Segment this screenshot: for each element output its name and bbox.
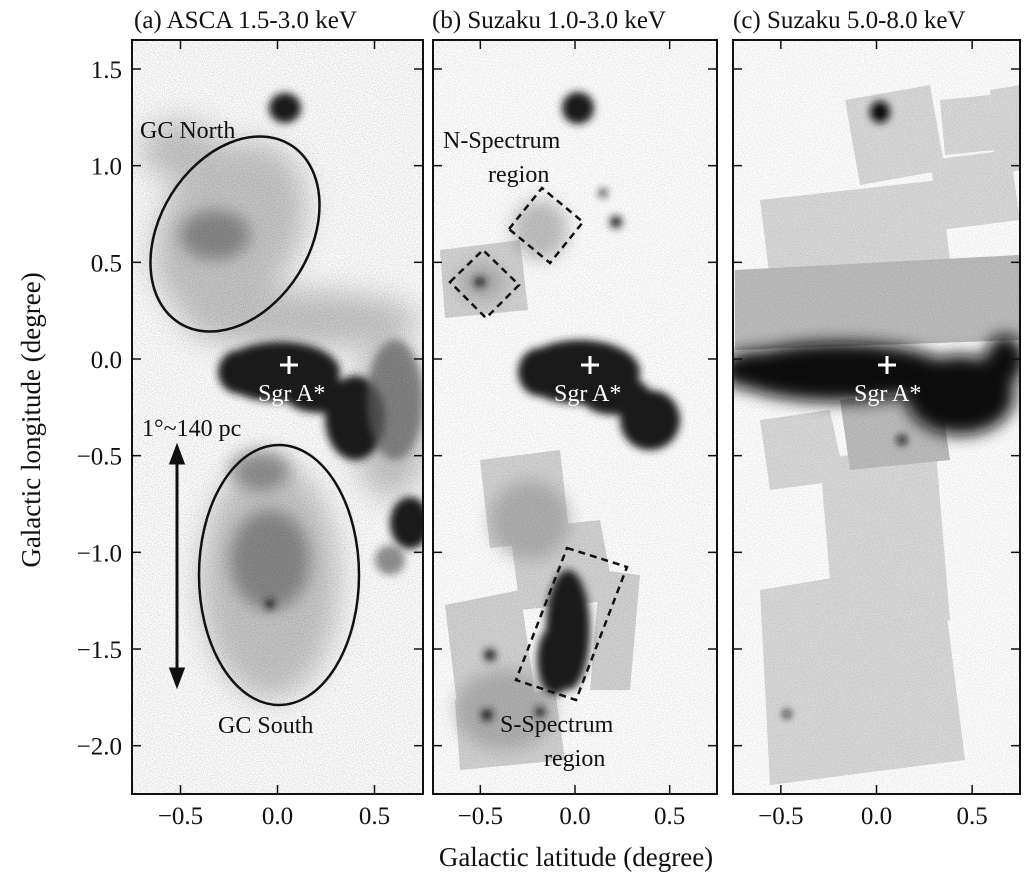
scale-bar-arrow [168, 442, 186, 690]
y-axis-label: Galactic longitude (degree) [16, 272, 46, 567]
y-tick-label: −1.5 [77, 637, 122, 664]
x-tick-label: −0.5 [158, 803, 203, 830]
panel-b-image [433, 40, 717, 794]
sgr-a-star-marker [581, 356, 599, 374]
gc-north-region-ellipse [149, 135, 321, 333]
y-tick-label: −1.0 [77, 540, 122, 567]
panel-a: Sgr A* GC North GC South 1°~140 pc (a) A… [131, 7, 424, 795]
y-tick-label: −0.5 [77, 444, 122, 471]
s-spectrum-box [514, 546, 629, 702]
panel-c-overlays: Sgr A* [854, 356, 921, 407]
panel-c: Sgr A* (c) Suzaku 5.0-8.0 keV [732, 7, 1021, 795]
gc-south-label: GC South [218, 713, 313, 739]
y-tick-label: 1.0 [91, 154, 122, 181]
s-spectrum-label: S-Spectrum [500, 712, 614, 738]
sgr-a-star-marker [878, 356, 896, 374]
s-spectrum-region-label: region [544, 746, 605, 772]
panel-b: Sgr A* N-Spectrum region S-Spectrum regi… [432, 7, 718, 795]
sgr-a-star-label: Sgr A* [258, 381, 325, 407]
n-spectrum-label: N-Spectrum [443, 128, 561, 154]
sgr-a-star-label: Sgr A* [854, 381, 921, 407]
panel-b-title: (b) Suzaku 1.0-3.0 keV [432, 7, 666, 34]
x-tick-label: 0.0 [861, 803, 892, 830]
sgr-a-star-marker [280, 356, 298, 374]
panel-c-title: (c) Suzaku 5.0-8.0 keV [733, 7, 966, 34]
n-spectrum-box-2 [448, 248, 521, 320]
x-tick-label: −0.5 [758, 803, 803, 830]
panel-a-title: (a) ASCA 1.5-3.0 keV [134, 7, 357, 34]
x-tick-label: 0.5 [957, 803, 988, 830]
y-axis-ticks: 1.5 1.0 0.5 0.0 −0.5 −1.0 −1.5 −2.0 [77, 57, 1020, 761]
sgr-a-star-label: Sgr A* [554, 381, 621, 407]
panel-a-overlays: Sgr A* GC North GC South 1°~140 pc [140, 118, 361, 739]
y-tick-label: 0.5 [91, 250, 122, 277]
gc-north-label: GC North [140, 118, 235, 144]
panel-a-image [132, 40, 423, 794]
panel-c-image [733, 40, 1020, 794]
x-tick-label: 0.0 [559, 803, 590, 830]
y-tick-label: −2.0 [77, 734, 122, 761]
x-axis-ticks: −0.5 0.0 0.5 −0.5 0.0 0.5 −0.5 0.0 0.5 [158, 40, 988, 830]
x-axis-label: Galactic latitude (degree) [439, 842, 713, 872]
gc-south-region-ellipse [197, 443, 361, 707]
y-tick-label: 1.5 [91, 57, 122, 84]
x-tick-label: 0.5 [654, 803, 685, 830]
n-spectrum-region-label: region [488, 162, 549, 188]
scale-bar-label: 1°~140 pc [142, 416, 241, 442]
y-tick-label: 0.0 [91, 347, 122, 374]
x-tick-label: 0.0 [262, 803, 293, 830]
x-tick-label: −0.5 [458, 803, 503, 830]
x-tick-label: 0.5 [359, 803, 390, 830]
panel-b-overlays: Sgr A* N-Spectrum region S-Spectrum regi… [443, 128, 629, 772]
